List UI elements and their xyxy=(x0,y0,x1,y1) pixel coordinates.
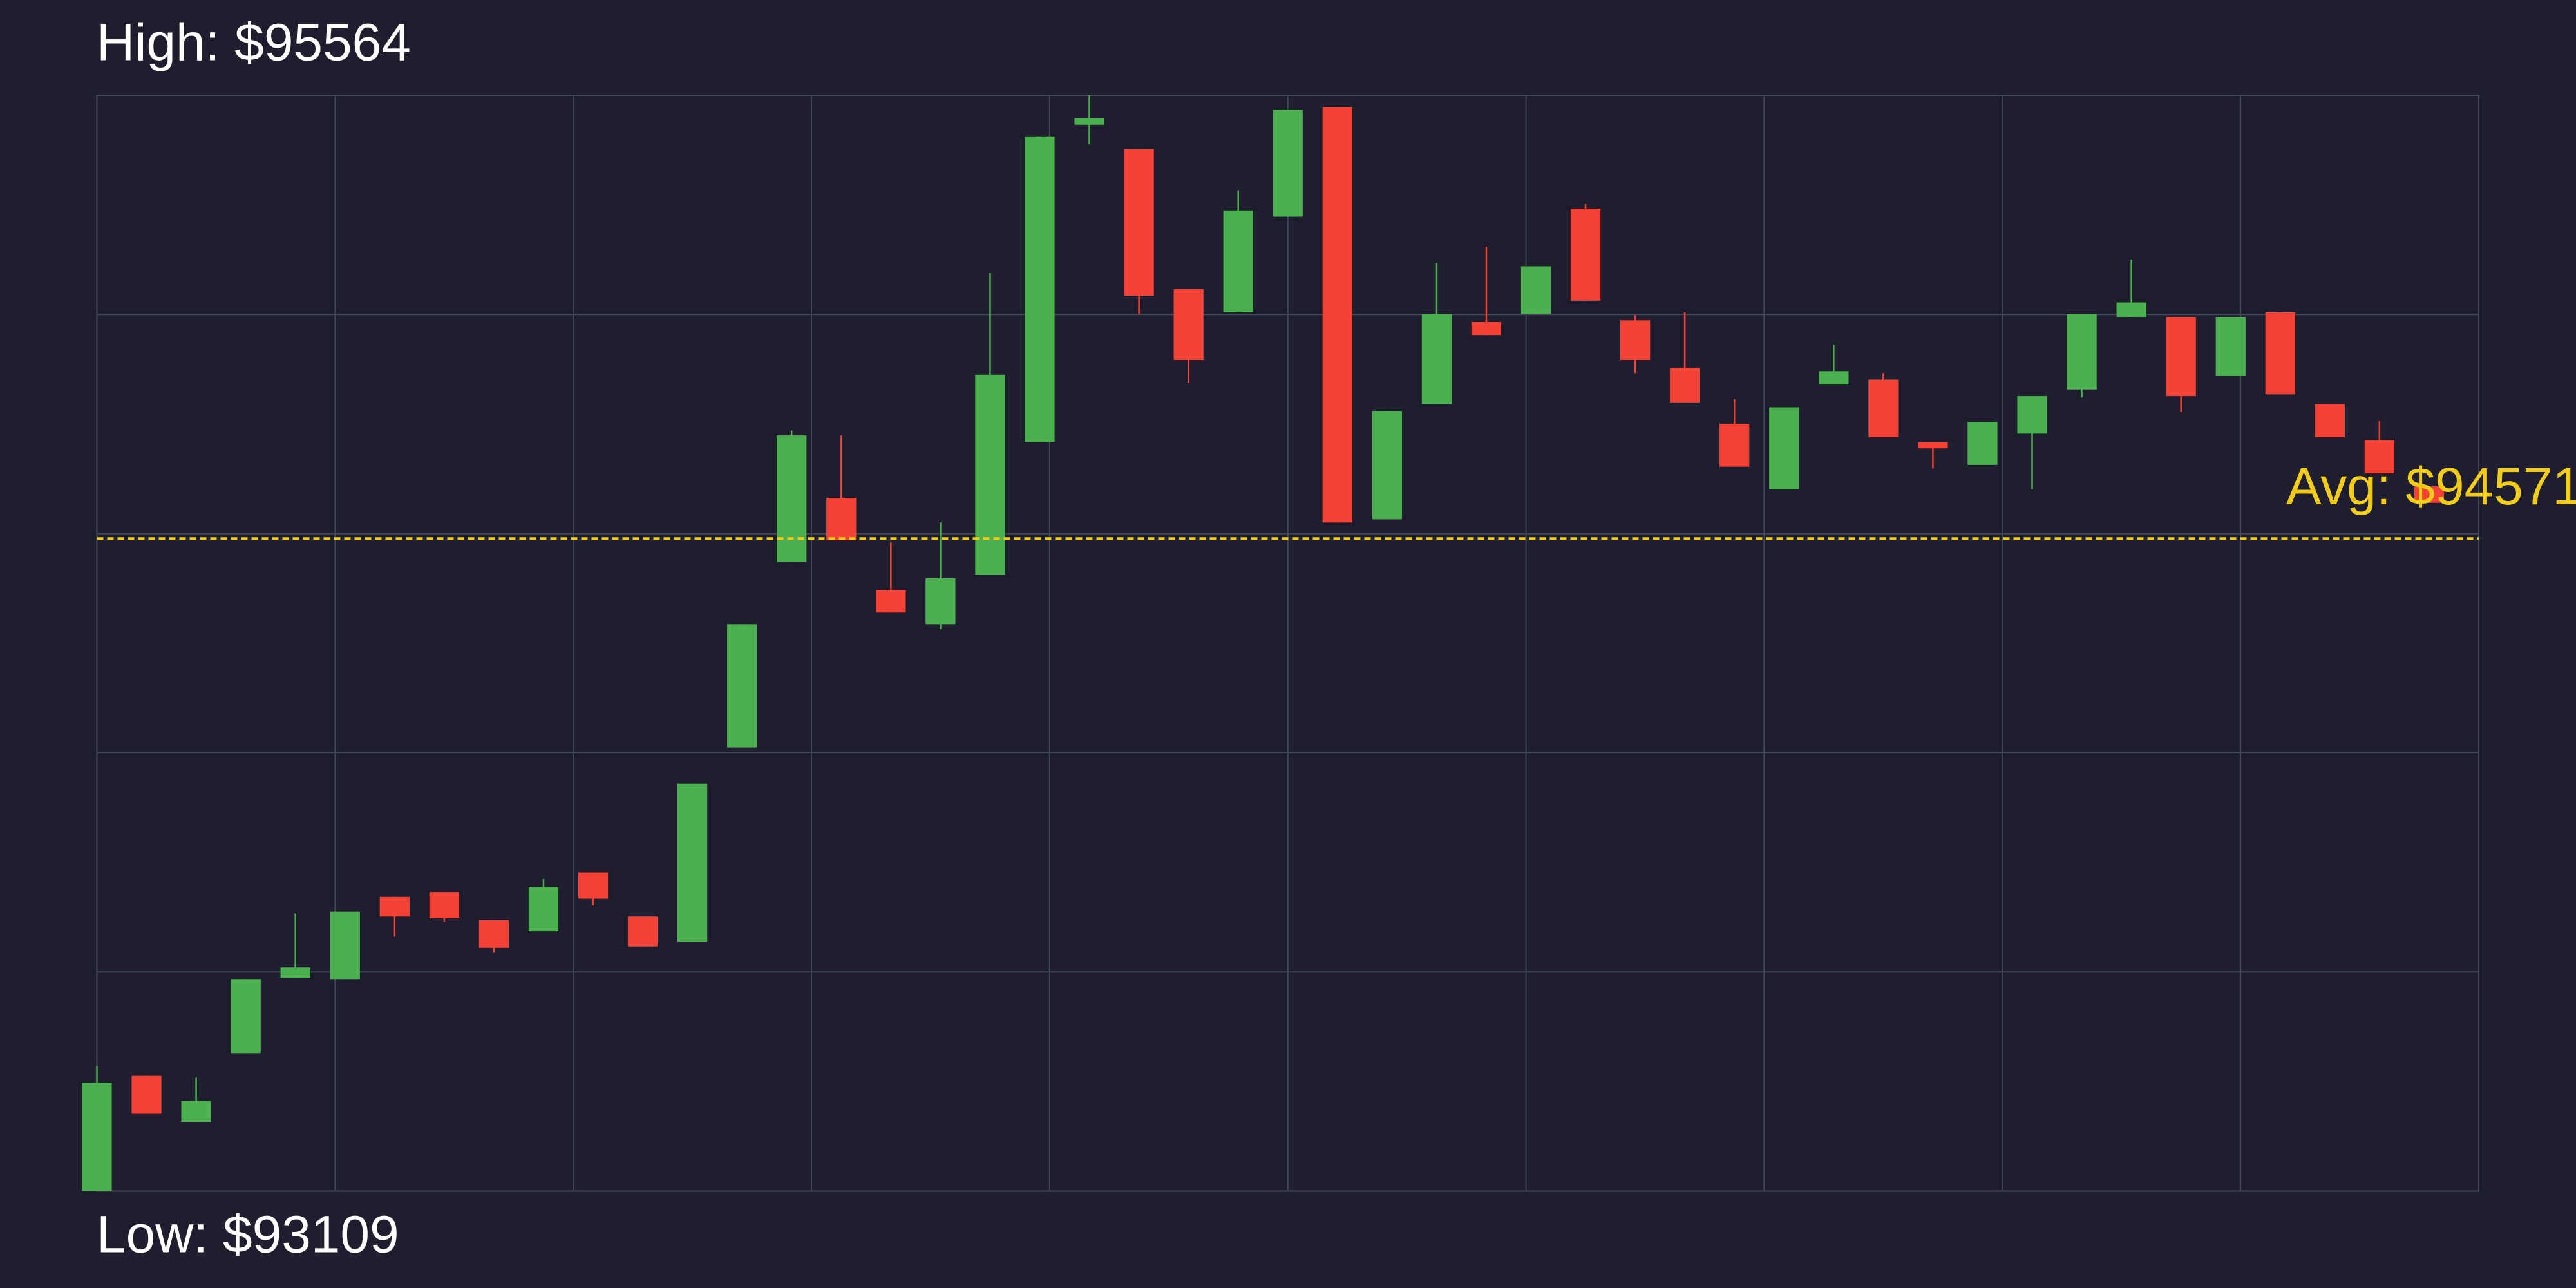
candle-body xyxy=(379,896,410,917)
candle-body xyxy=(1273,109,1303,217)
candle-body xyxy=(2315,404,2345,437)
candle-body xyxy=(2067,314,2097,390)
candle-body xyxy=(627,916,658,947)
candle-body xyxy=(330,911,360,980)
candle-body xyxy=(2215,317,2246,376)
candle-body xyxy=(2414,486,2445,503)
candle-body xyxy=(578,872,609,899)
candle-body xyxy=(2166,317,2196,397)
candle-body xyxy=(131,1075,162,1114)
candle-body xyxy=(1173,289,1204,360)
candle-body xyxy=(777,435,807,562)
candle-body xyxy=(181,1101,211,1122)
candle-body xyxy=(727,624,757,748)
candle-body xyxy=(1322,107,1352,523)
candle-body xyxy=(2364,440,2395,474)
candle-body xyxy=(1719,424,1750,467)
candle-body xyxy=(1570,209,1601,301)
candle-body xyxy=(975,374,1005,576)
candle-body xyxy=(1918,442,1948,449)
candle-body xyxy=(280,967,310,978)
candle-body xyxy=(1868,379,1899,437)
candle-body xyxy=(1819,371,1849,385)
candle-body xyxy=(826,498,857,540)
candle-body xyxy=(1421,314,1452,404)
candle-body xyxy=(1967,422,1998,465)
candles xyxy=(82,95,2445,1191)
candle-body xyxy=(1025,136,1055,442)
candle-body xyxy=(1520,266,1551,314)
high-label: High: $95564 xyxy=(97,14,411,72)
candle-body xyxy=(2265,312,2295,395)
candle-body xyxy=(429,892,459,919)
candle-body xyxy=(1223,210,1253,312)
candle-body xyxy=(231,979,261,1054)
candle-body xyxy=(82,1083,112,1191)
low-label: Low: $93109 xyxy=(97,1206,399,1264)
candle-body xyxy=(1074,118,1104,125)
candle-body xyxy=(1372,411,1402,520)
candle-body xyxy=(1620,320,1651,360)
average-label: Avg: $94571 xyxy=(2286,457,2576,516)
candle-body xyxy=(528,887,559,932)
candle-body xyxy=(1670,368,1700,402)
candle-body xyxy=(478,920,509,948)
candle-body xyxy=(876,589,906,613)
candle-body xyxy=(1124,149,1154,296)
candle-body xyxy=(2116,302,2146,317)
grid xyxy=(96,95,2479,1192)
candle-body xyxy=(925,578,956,625)
candle-body xyxy=(1769,407,1799,489)
candle-body xyxy=(2017,396,2047,434)
candle-body xyxy=(677,783,708,942)
candle-body xyxy=(1471,322,1502,336)
